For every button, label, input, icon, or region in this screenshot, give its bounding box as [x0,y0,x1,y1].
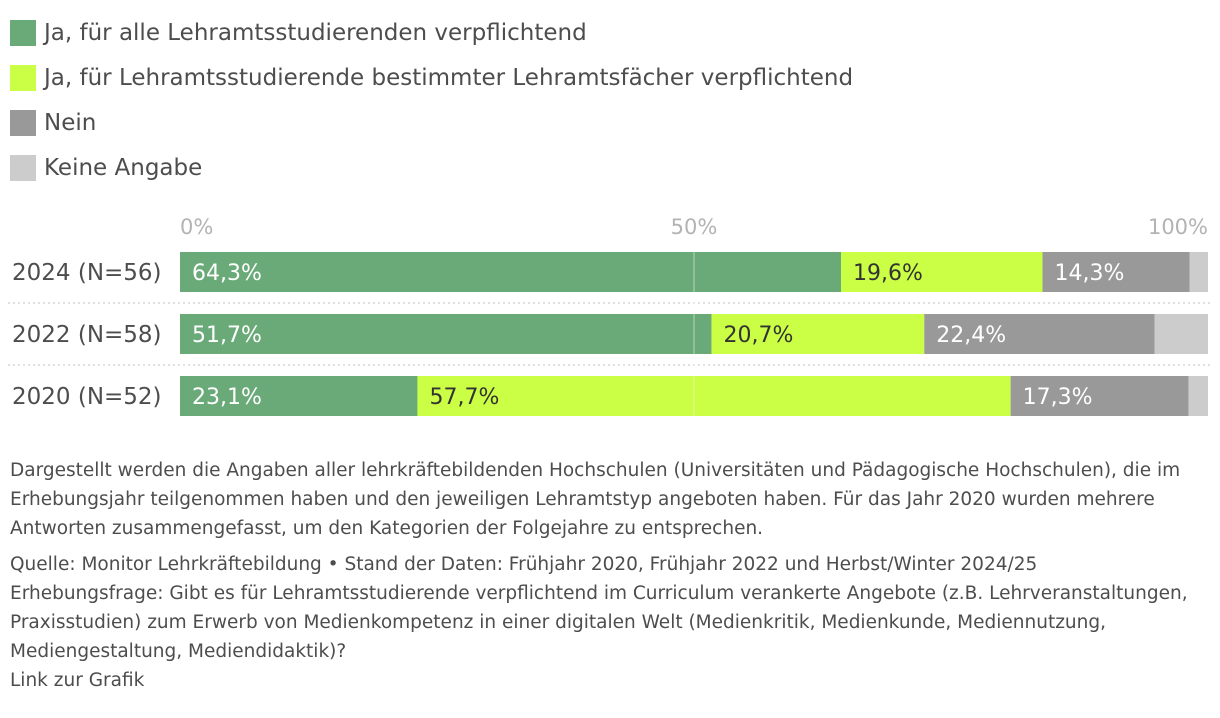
bar-segment [180,252,842,292]
bar-segment [841,252,1043,292]
stacked-bar-chart: 0% 50% 100% 2024 (N=56) 64,3% 19,6% 14,3% 2022 … [8,215,1212,416]
legend-label: Keine Angabe [44,154,203,181]
data-label: 23,1% [192,385,262,410]
data-label: 17,3% [1023,385,1093,410]
legend-swatch [10,109,36,136]
bar-segment [180,314,712,354]
legend-swatch [10,154,36,181]
legend-label: Ja, für Lehramtsstudierende bestimmter L… [44,64,854,91]
legend-swatch [10,64,36,91]
bar-segment [924,314,1155,354]
legend-item-some-subjects-mandatory: Ja, für Lehramtsstudierende bestimmter L… [10,55,853,100]
bar-segment [1010,376,1189,416]
data-label: 20,7% [723,323,793,348]
data-label: 64,3% [192,261,262,286]
data-label: 19,6% [853,261,923,286]
data-label: 14,3% [1054,261,1124,286]
legend-item-no: Nein [10,100,853,145]
category-label: 2022 (N=58) [12,322,162,348]
bar-segment [180,376,418,416]
chart-description: Dargestellt werden die Angaben aller leh… [10,460,1181,539]
bar-segment [1042,252,1190,292]
legend-label: Nein [44,109,97,136]
chart-notes: Dargestellt werden die Angaben aller leh… [10,456,1205,695]
data-label: 51,7% [192,323,262,348]
x-tick-label: 0% [180,215,213,239]
bar-segment [417,376,1011,416]
chart-source: Quelle: Monitor Lehrkräftebildung • Stan… [10,554,1038,575]
x-tick-label: 100% [1148,215,1208,239]
legend-item-no-answer: Keine Angabe [10,145,853,190]
bar-segment [1188,376,1208,416]
bar-segment [711,314,925,354]
legend: Ja, für alle Lehramtsstudierenden verpfl… [10,10,853,190]
legend-swatch [10,19,36,46]
x-tick-label: 50% [671,215,718,239]
category-label: 2024 (N=56) [12,260,162,286]
chart-link[interactable]: Link zur Grafik [10,670,145,691]
legend-item-all-mandatory: Ja, für alle Lehramtsstudierenden verpfl… [10,10,853,55]
legend-label: Ja, für alle Lehramtsstudierenden verpfl… [44,19,587,46]
survey-question: Erhebungsfrage: Gibt es für Lehramtsstud… [10,583,1188,662]
data-label: 22,4% [936,323,1006,348]
bar-segment [1154,314,1208,354]
bar-segment [1189,252,1208,292]
data-label: 57,7% [429,385,499,410]
category-label: 2020 (N=52) [12,384,162,410]
